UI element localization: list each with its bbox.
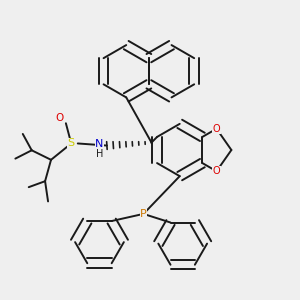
Text: O: O (213, 166, 220, 176)
Text: O: O (55, 113, 64, 123)
Text: P: P (140, 209, 147, 219)
Text: H: H (96, 149, 103, 160)
Text: O: O (213, 124, 220, 134)
Text: N: N (95, 139, 104, 149)
Text: S: S (68, 139, 75, 148)
